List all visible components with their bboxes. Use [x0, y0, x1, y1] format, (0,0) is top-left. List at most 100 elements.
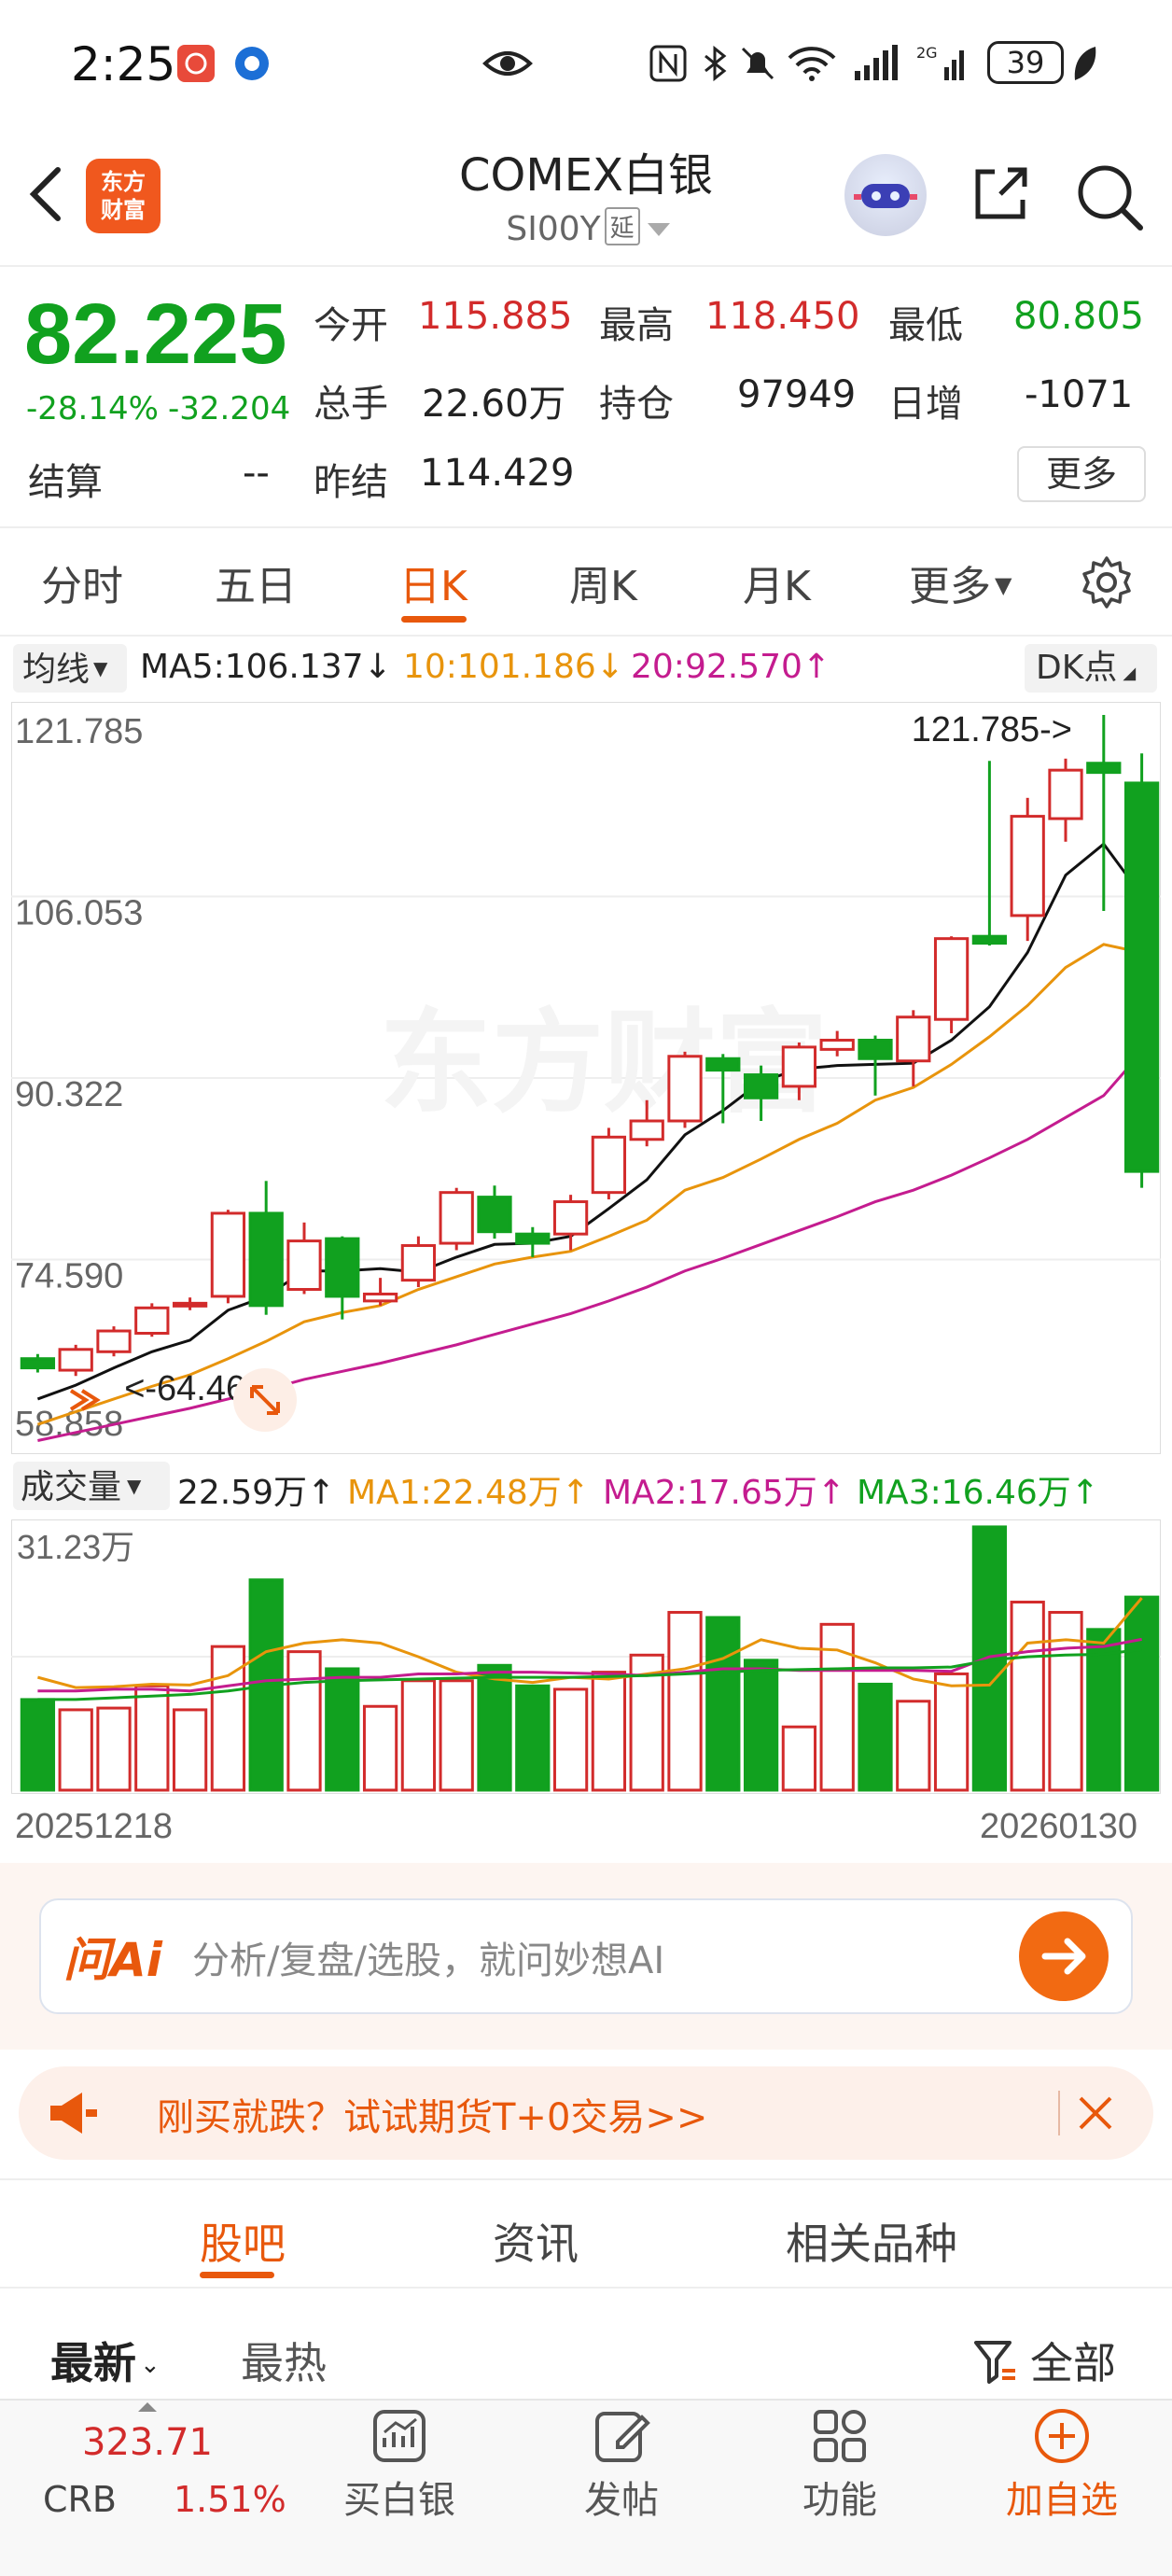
volume-chart[interactable]: 31.23万: [11, 1519, 1161, 1794]
tab-more[interactable]: 更多 ▼: [909, 553, 1012, 612]
search-icon[interactable]: [1073, 161, 1146, 233]
tab-daily-k[interactable]: 日K: [399, 563, 467, 610]
nav-post-label: 发帖: [584, 2479, 659, 2522]
volume-bar-up: [781, 1725, 817, 1792]
caret-down-icon: ▼: [127, 1475, 142, 1497]
notification-app-icon: [177, 45, 215, 82]
date-end-label: 20260130: [980, 1807, 1138, 1846]
volume-bar-up: [933, 1672, 970, 1792]
y-tick-label: 58.858: [15, 1405, 123, 1444]
ai-search-box[interactable]: [39, 1898, 1133, 2014]
candle-body: [552, 1200, 589, 1236]
logo-text-2: 财富: [101, 197, 146, 223]
volume-ma-lines: [37, 1597, 1143, 1701]
contract-selector[interactable]: SI00Y 延: [392, 207, 784, 248]
candle-up: [1048, 758, 1083, 842]
community-top-divider: [0, 2178, 1172, 2180]
candle-up: [58, 1344, 93, 1377]
more-quote-button[interactable]: 更多: [1017, 446, 1146, 502]
candle-up: [96, 1326, 132, 1357]
nav-add-watchlist-label: 加自选: [1006, 2479, 1118, 2522]
sort-hot[interactable]: 最热: [241, 2338, 327, 2388]
community-tabs-divider: [0, 2287, 1172, 2289]
signal-icon: [855, 45, 898, 80]
leaf-icon: [1074, 47, 1096, 80]
candle-body: [933, 937, 970, 1021]
status-time: 2:25: [71, 37, 176, 91]
ai-search-placeholder[interactable]: 分析/复盘/选股，就问妙想AI: [192, 1939, 665, 1982]
candle-body: [1086, 762, 1122, 775]
candle-up: [781, 1042, 817, 1100]
field-label-daily-change: 日增: [888, 383, 963, 426]
wifi-icon: [788, 47, 836, 81]
candlestick-chart[interactable]: 东方财富 121.785 106.053 90.322 74.590 58.858 12…: [11, 702, 1161, 1454]
volume-bar-down: [515, 1684, 551, 1792]
collapse-arrows-icon[interactable]: [69, 1389, 101, 1411]
nav-functions-label: 功能: [802, 2479, 877, 2522]
ai-submit-button[interactable]: [1019, 1911, 1109, 2001]
volume-bar-up: [591, 1671, 627, 1792]
tab-intraday[interactable]: 分时: [41, 563, 123, 610]
ai-robot-avatar[interactable]: [844, 154, 927, 236]
y-tick-label: 106.053: [15, 894, 143, 933]
promo-banner[interactable]: [19, 2066, 1153, 2160]
kchart-candles: [20, 715, 1160, 1377]
candle-body: [58, 1348, 93, 1372]
nav-buy-silver[interactable]: 买白银: [334, 2406, 465, 2524]
candle-body: [96, 1329, 132, 1353]
promo-text[interactable]: 刚买就跌？试试期货T+0交易>>: [157, 2096, 708, 2139]
field-label-low: 最低: [888, 304, 963, 347]
close-icon[interactable]: [1073, 2091, 1118, 2135]
share-icon[interactable]: [967, 161, 1034, 228]
nav-add-watchlist[interactable]: 加自选: [997, 2406, 1127, 2524]
candle-body: [325, 1237, 360, 1298]
candle-up: [362, 1278, 398, 1306]
y-tick-label: 121.785: [15, 712, 143, 751]
delay-badge: 延: [604, 207, 640, 245]
tab-five-day[interactable]: 五日: [215, 563, 297, 610]
expand-chart-icon[interactable]: [233, 1368, 297, 1432]
volume-ma3: MA3:16.46万↑: [857, 1474, 1099, 1512]
tab-guba[interactable]: 股吧: [200, 2219, 286, 2269]
nav-functions[interactable]: 功能: [774, 2406, 905, 2524]
crb-index-change[interactable]: 1.51%: [174, 2479, 286, 2520]
ma10-value: 10:101.186↓: [403, 648, 624, 686]
volume-bar-up: [96, 1706, 132, 1792]
volume-bar-up: [134, 1684, 170, 1792]
candle-body: [134, 1306, 170, 1335]
crb-index-value[interactable]: 323.71: [82, 2421, 213, 2464]
field-label-prev-settlement: 昨结: [314, 461, 388, 504]
logo-text-1: 东方: [101, 169, 146, 195]
candle-body: [477, 1196, 512, 1234]
volume-bar-down: [743, 1659, 779, 1792]
candle-body: [515, 1232, 551, 1245]
signal-2g-icon: 2G: [916, 44, 964, 80]
last-price: 82.225: [24, 287, 287, 382]
filter-button[interactable]: 全部: [972, 2330, 1116, 2391]
candle-up: [629, 1099, 664, 1147]
tab-monthly-k[interactable]: 月K: [743, 563, 811, 610]
battery-level: 39: [1006, 45, 1045, 80]
indicator-select[interactable]: 成交量 ▼: [13, 1462, 170, 1510]
sort-latest[interactable]: 最新 ⌄: [50, 2330, 160, 2391]
candle-down: [1086, 715, 1122, 911]
change-percent: -28.14%: [26, 390, 159, 427]
volume-bar-up: [819, 1622, 855, 1792]
tab-news[interactable]: 资讯: [493, 2219, 579, 2269]
ma5-value: MA5:106.137↓: [140, 648, 392, 686]
dk-points-button[interactable]: DK点 ◢: [1025, 644, 1157, 693]
crb-index-name[interactable]: CRB: [43, 2479, 118, 2520]
bottom-nav: [0, 2399, 1172, 2576]
volume-ma1: MA1:22.48万↑: [347, 1474, 590, 1512]
candle-down: [20, 1353, 56, 1373]
tab-related[interactable]: 相关品种: [786, 2219, 957, 2269]
ma-type-select[interactable]: 均线 ▼: [13, 644, 127, 693]
gear-icon[interactable]: [1079, 554, 1135, 610]
tab-weekly-k[interactable]: 周K: [569, 563, 637, 610]
nfc-icon: [649, 45, 687, 82]
header-divider: [0, 265, 1172, 267]
candle-body: [439, 1191, 474, 1245]
candle-body: [743, 1073, 779, 1099]
nav-post[interactable]: 发帖: [556, 2406, 687, 2524]
back-icon[interactable]: [21, 161, 77, 228]
